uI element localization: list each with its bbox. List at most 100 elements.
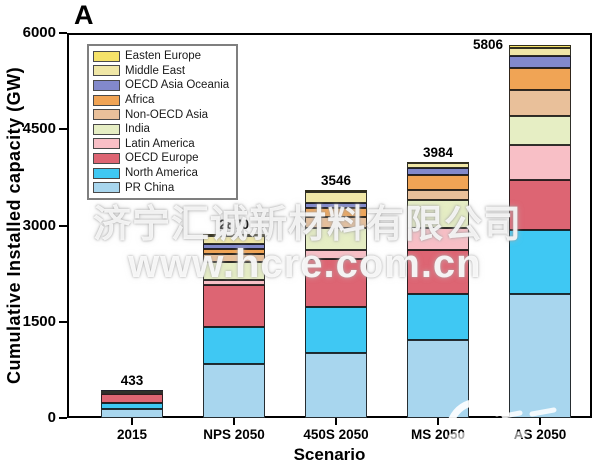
x-tick-label: NPS 2050 — [203, 427, 265, 442]
legend-label: OECD Asia Oceania — [125, 79, 230, 92]
panel-label: A — [74, 0, 94, 30]
legend-swatch — [93, 123, 120, 135]
bar-segment-pr-china — [101, 408, 163, 418]
legend-swatch — [93, 167, 120, 179]
watermark-line-1: 济宁汇诚新材料有限公司 — [93, 204, 523, 246]
bar-segment-india — [407, 200, 469, 229]
legend-swatch — [93, 50, 120, 62]
bar-segment-oecd-europe — [101, 393, 163, 404]
bar-segment-india — [203, 261, 265, 281]
bar-segment-north-america — [101, 403, 163, 409]
legend-label: PR China — [125, 181, 175, 194]
legend: Easten Europe Middle East OECD Asia Oceani… — [87, 44, 239, 200]
legend-label: North America — [125, 167, 198, 180]
bar-segment-pr-china — [509, 294, 571, 418]
bar-segment-latin-america — [509, 144, 571, 180]
legend-item: PR China — [93, 180, 229, 195]
bar-segment-oecd-europe — [203, 285, 265, 327]
bar-segment-middle-east — [407, 163, 469, 169]
legend-swatch — [93, 138, 120, 150]
y-tick-label: 3000 — [22, 216, 56, 234]
legend-swatch — [93, 94, 120, 106]
stacked-bar — [407, 162, 469, 418]
bar-segment-pr-china — [305, 353, 367, 418]
watermark-line-2: www.hcre.com.cn — [128, 242, 482, 286]
bar-segment-latin-america — [407, 228, 469, 251]
bar-segment-latin-america — [203, 280, 265, 286]
x-tick-label: 450S 2050 — [303, 427, 369, 442]
bar-segment-easten-europe — [407, 162, 469, 164]
bar-segment-africa — [407, 175, 469, 191]
legend-item: Easten Europe — [93, 49, 229, 64]
bar-segment-non-oecd-asia — [305, 216, 367, 229]
stacked-bar — [203, 233, 265, 418]
legend-label: OECD Europe — [125, 152, 199, 165]
legend-swatch — [93, 182, 120, 194]
legend-item: Middle East — [93, 64, 229, 79]
bar-segment-india — [101, 391, 163, 393]
stacked-bar — [101, 390, 163, 418]
bar-segment-easten-europe — [509, 45, 571, 48]
bar-segment-pr-china — [407, 340, 469, 418]
y-axis-tick — [59, 224, 67, 227]
legend-label: Latin America — [125, 137, 195, 150]
bar-total-label: 2870 — [218, 216, 250, 232]
bar-segment-oecd-asia-oceania — [509, 56, 571, 68]
legend-swatch — [93, 109, 120, 121]
legend-item: Africa — [93, 93, 229, 108]
legend-label: Middle East — [125, 64, 186, 77]
bar-segment-north-america — [509, 229, 571, 295]
bar-segment-easten-europe — [203, 233, 265, 236]
x-axis-tick — [539, 418, 541, 425]
stacked-bar — [509, 45, 571, 418]
bar-segment-latin-america — [305, 250, 367, 260]
bar-segment-middle-east — [509, 47, 571, 57]
bar-segment-africa — [203, 249, 265, 255]
bar-segment-oecd-europe — [305, 259, 367, 308]
legend-swatch — [93, 152, 120, 164]
x-axis-tick — [335, 418, 337, 425]
stacked-bar — [305, 190, 367, 418]
x-axis-tick — [131, 418, 133, 425]
x-tick-label: AS 2050 — [513, 427, 567, 442]
bar-segment-oecd-europe — [509, 179, 571, 230]
x-axis-tick — [437, 418, 439, 425]
bar-segment-middle-east — [203, 235, 265, 245]
bar-segment-north-america — [203, 326, 265, 364]
bar-segment-easten-europe — [305, 190, 367, 192]
bar-segment-africa — [305, 208, 367, 217]
legend-swatch — [93, 79, 120, 91]
bar-segment-pr-china — [203, 363, 265, 418]
legend-label: India — [125, 123, 150, 136]
bar-segment-oecd-europe — [407, 250, 469, 294]
bar-total-label: 5806 — [472, 37, 503, 53]
y-tick-label: 6000 — [22, 24, 56, 41]
y-axis-tick — [59, 32, 67, 34]
legend-label: Easten Europe — [125, 50, 202, 63]
watermark-swoosh — [447, 398, 557, 443]
legend-item: Latin America — [93, 137, 229, 152]
y-axis-tick — [59, 128, 67, 131]
bar-segment-non-oecd-asia — [509, 89, 571, 116]
x-axis-title: Scenario — [293, 445, 366, 464]
bar-segment-oecd-asia-oceania — [203, 244, 265, 250]
legend-item: OECD Asia Oceania — [93, 78, 229, 93]
y-tick-label: 0 — [47, 409, 56, 426]
y-axis-tick — [59, 320, 67, 323]
bar-total-label: 3984 — [422, 145, 454, 161]
legend-item: India — [93, 122, 229, 137]
legend-item: Non-OECD Asia — [93, 107, 229, 122]
bar-total-label: 3546 — [320, 173, 352, 189]
legend-item: OECD Europe — [93, 151, 229, 166]
bar-segment-non-oecd-asia — [407, 190, 469, 201]
bar-segment-india — [509, 115, 571, 145]
bar-segment-africa — [509, 67, 571, 90]
bar-segment-middle-east — [305, 191, 367, 204]
bar-segment-north-america — [407, 293, 469, 341]
bar-segment-north-america — [305, 307, 367, 354]
legend-item: North America — [93, 166, 229, 181]
bar-segment-oecd-asia-oceania — [305, 203, 367, 209]
y-tick-label: 1500 — [22, 312, 56, 330]
y-axis-tick — [59, 417, 67, 419]
